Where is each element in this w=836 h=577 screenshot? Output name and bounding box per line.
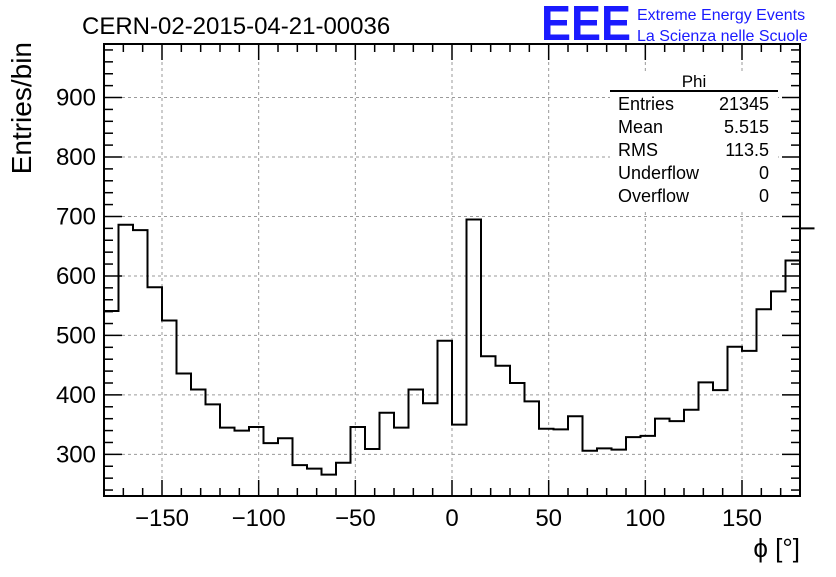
axis-ticks (103, 44, 801, 496)
stats-row-label: Entries (618, 94, 674, 114)
x-tick-label: 0 (445, 505, 458, 532)
y-axis-label: Entries/bin (6, 42, 37, 174)
y-tick-label: 400 (56, 382, 96, 409)
stats-row-value: 113.5 (725, 140, 769, 160)
stats-box: Phi Entries 21345 Mean 5.515 RMS 113.5 Underfl… (610, 72, 778, 210)
stats-title: Phi (682, 72, 707, 91)
x-tick-label: 150 (722, 505, 762, 532)
stats-row-label: Underflow (618, 163, 700, 183)
stats-row-value: 0 (759, 186, 769, 206)
x-tick-label: −100 (232, 505, 286, 532)
eee-logo: EEE Extreme Energy Events La Scienza nel… (541, 0, 808, 51)
y-tick-label: 600 (56, 263, 96, 290)
x-tick-label: −150 (135, 505, 189, 532)
stats-rows: Entries 21345 Mean 5.515 RMS 113.5 Underflow 0 O… (618, 94, 769, 206)
x-tick-label: −50 (335, 505, 376, 532)
stats-row-label: Overflow (618, 186, 690, 206)
stats-box-background (610, 72, 778, 210)
y-tick-label: 700 (56, 203, 96, 230)
stats-row-label: RMS (618, 140, 658, 160)
stats-row-value: 5.515 (724, 117, 769, 137)
tick-labels: −150 −100 −50 0 50 100 150 300 400 500 600 700 800 90… (56, 85, 762, 532)
y-tick-label: 800 (56, 144, 96, 171)
y-tick-label: 900 (56, 85, 96, 112)
y-tick-label: 300 (56, 441, 96, 468)
eee-logo-line2: La Scienza nelle Scuole (637, 28, 808, 45)
histogram-outline (104, 218, 815, 476)
stats-row-value: 21345 (719, 94, 769, 114)
x-axis-label: ϕ [°] (753, 533, 800, 563)
eee-logo-mark: EEE (541, 0, 631, 51)
stats-row-label: Mean (618, 117, 663, 137)
x-tick-label: 100 (625, 505, 665, 532)
eee-logo-line1: Extreme Energy Events (637, 7, 805, 24)
chart-title: CERN-02-2015-04-21-00036 (82, 13, 390, 40)
histogram-bars (104, 218, 815, 476)
x-tick-label: 50 (535, 505, 562, 532)
stats-row-value: 0 (759, 163, 769, 183)
y-tick-label: 500 (56, 322, 96, 349)
